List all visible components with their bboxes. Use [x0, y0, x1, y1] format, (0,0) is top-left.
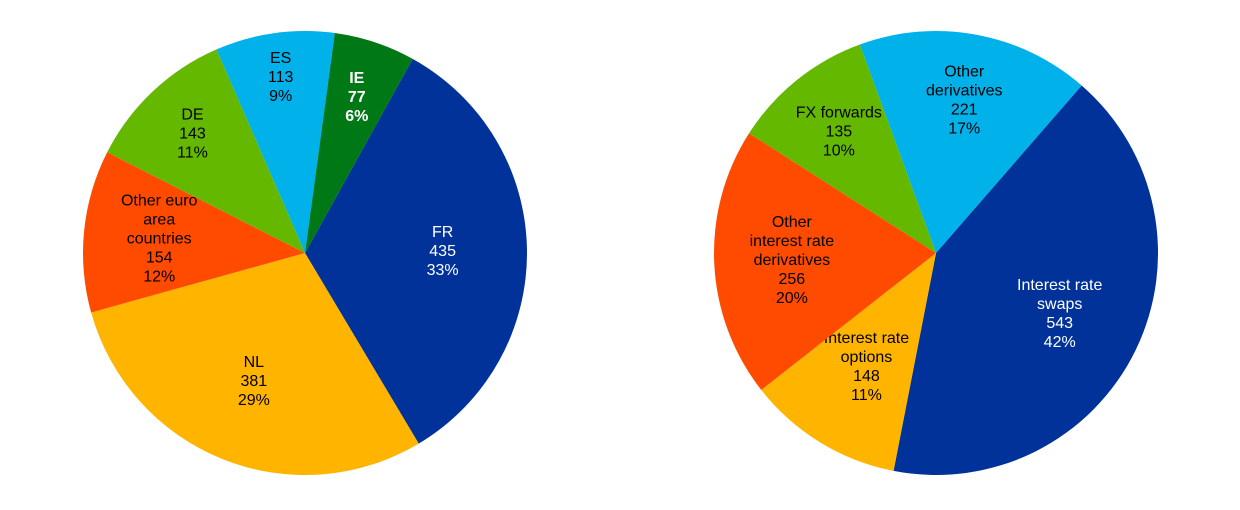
slice-name: area — [143, 211, 175, 228]
slice-name: DE — [181, 106, 203, 123]
slice-percent: 17% — [948, 121, 980, 138]
slice-name: FR — [432, 224, 453, 241]
slice-label: NL 381 29% — [238, 354, 270, 409]
slice-value: 381 — [240, 373, 267, 390]
slice-label: Other interest rate derivatives 256 20% — [750, 214, 835, 307]
slice-name: Other euro — [121, 192, 198, 209]
pie-slice — [893, 85, 1158, 476]
pie-slice — [859, 31, 1082, 253]
pie-chart-1: FR 435 33% NL 381 29% Other euro area countries 1… — [83, 30, 527, 476]
slice-label: Interest rate swaps 543 42% — [1017, 277, 1102, 351]
pie-slice — [749, 44, 936, 253]
slice-name: Other — [772, 214, 813, 231]
slice-percent: 29% — [238, 392, 270, 409]
pie-slice — [761, 253, 936, 471]
slice-label: Interest rate options 148 11% — [824, 330, 909, 404]
pie-slice — [305, 33, 413, 253]
slice-value: 154 — [146, 249, 173, 266]
pie-slice — [714, 133, 936, 390]
pie-slice — [216, 30, 335, 253]
slice-percent: 10% — [823, 143, 855, 160]
slice-name: Interest rate — [1017, 277, 1102, 294]
slice-percent: 33% — [427, 262, 459, 279]
slice-value: 135 — [825, 124, 852, 141]
slice-value: 143 — [179, 125, 206, 142]
pie-slice — [83, 152, 305, 313]
slice-percent: 11% — [177, 144, 208, 161]
slice-label: FR 435 33% — [427, 224, 459, 279]
slice-label: DE 143 11% — [177, 106, 208, 161]
pie-slice — [305, 58, 527, 444]
slice-name: NL — [244, 354, 265, 371]
slice-percent: 9% — [269, 88, 292, 105]
slice-name: options — [841, 349, 893, 366]
pie-slice — [107, 49, 305, 253]
slice-percent: 6% — [345, 108, 368, 125]
slice-name: Interest rate — [824, 330, 909, 347]
slice-name: countries — [127, 230, 192, 247]
slice-name: FX forwards — [796, 105, 882, 122]
slice-percent: 42% — [1044, 334, 1076, 351]
slice-label: FX forwards 135 10% — [796, 105, 882, 160]
slice-value: 435 — [429, 243, 456, 260]
slice-name: Other — [944, 64, 985, 81]
slice-name: ES — [270, 50, 291, 67]
slice-name: derivatives — [926, 83, 1002, 100]
slice-value: 148 — [853, 368, 880, 385]
slice-percent: 20% — [776, 290, 808, 307]
slice-value: 113 — [268, 69, 294, 86]
slice-name: interest rate — [750, 233, 835, 250]
pie-slice — [91, 253, 419, 476]
slice-name: derivatives — [754, 252, 830, 269]
slice-label: Other euro area countries 154 12% — [121, 192, 198, 285]
slice-value: 77 — [348, 89, 366, 106]
slice-value: 256 — [779, 271, 806, 288]
slice-label: Other derivatives 221 17% — [926, 64, 1002, 138]
slice-value: 543 — [1046, 315, 1073, 332]
slice-label: ES 113 9% — [268, 50, 294, 105]
pie-chart-2: Interest rate swaps 543 42% Interest rate opt… — [714, 31, 1158, 476]
slice-name: swaps — [1037, 296, 1082, 313]
slice-value: 221 — [951, 102, 978, 119]
slice-percent: 12% — [143, 268, 175, 285]
slice-name: IE — [349, 70, 364, 87]
slice-percent: 11% — [851, 387, 882, 404]
slice-label: IE 77 6% — [345, 70, 368, 125]
